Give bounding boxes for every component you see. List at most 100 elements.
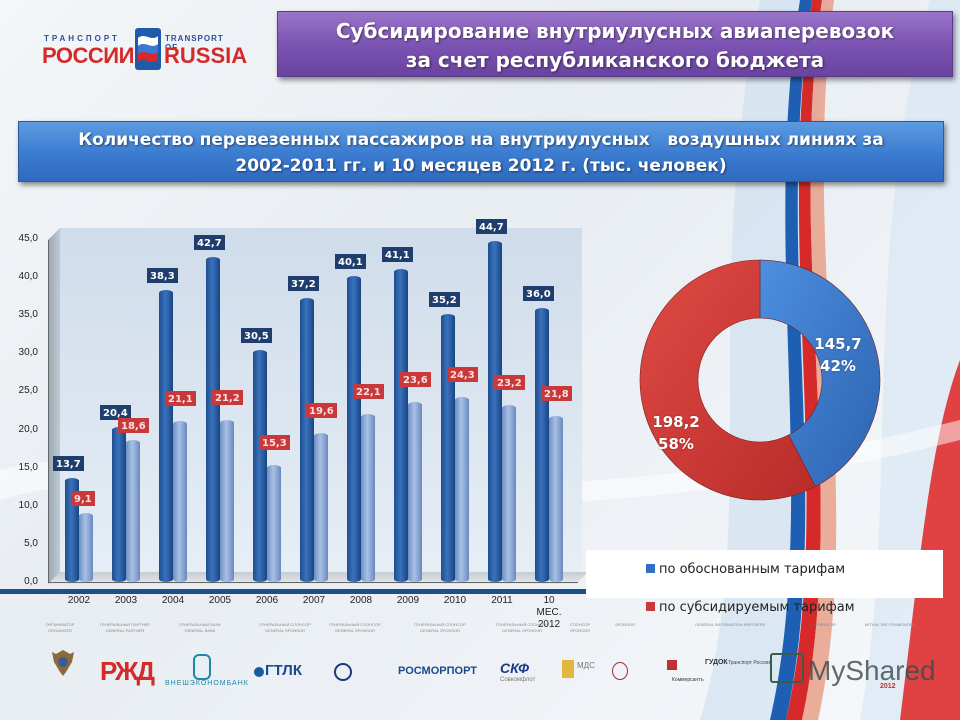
myshared-watermark: MyShared [808,655,936,686]
bar-subsidized [455,396,469,582]
bar-subsidized [549,415,563,582]
bar-justified [300,298,314,582]
y-tick: 10,0 [18,500,38,511]
title-line-2: за счет республиканского бюджета [405,48,825,72]
event-year: 2012 [880,683,896,690]
sponsor-role: СПОНСОР SPONSOR [569,622,591,633]
donut-slice-subsidized [639,259,816,501]
data-label-subsidized: 9,1 [71,490,95,506]
data-label-justified: 38,3 [147,268,178,284]
x-tick: 2005 [208,595,232,606]
data-label-subsidized: 23,6 [400,372,431,388]
bar-justified [488,241,502,582]
bar-justified [159,290,173,582]
coat-of-arms-icon [50,648,76,678]
y-tick: 0,0 [24,576,38,587]
flag-icon [135,28,161,70]
data-label-justified: 13,7 [53,455,84,471]
veb-emblem-icon [193,654,211,680]
sponsor-role: ГЕНЕРАЛЬНЫЙ БАНК GENERAL BANK [179,622,221,633]
sponsor-role: ОРГАНИЗАТОР ORGANIZER [45,622,75,633]
legend-item-subsidized: по субсидируемым тарифам [646,600,855,615]
x-tick: 2011 [491,595,513,606]
x-tick: 2007 [302,595,326,606]
data-label-justified: 30,5 [241,327,272,343]
sponsor-role: WITHIN THE FRAMEWORK [864,622,916,627]
data-label-subsidized: 18,6 [118,418,149,434]
y-tick: 35,0 [18,309,38,320]
donut-label-blue: 145,7 42% [808,333,868,377]
data-label-justified: 41,1 [382,246,413,262]
donut-label-red: 198,2 58% [646,411,706,455]
sponsor-role: ГЕНЕРАЛЬНЫЙ СПОНСОР GENERAL SPONSOR [414,622,466,633]
x-axis-line [48,582,578,583]
data-label-justified: 37,2 [288,276,319,292]
legend-label: по субсидируемым тарифам [659,600,855,615]
bar-justified [441,313,455,582]
data-label-subsidized: 21,1 [165,391,196,407]
bar-subsidized [79,512,93,582]
y-tick: 25,0 [18,385,38,396]
legend-label: по обоснованным тарифам [659,562,846,577]
mds-logo-icon [562,660,574,678]
data-label-subsidized: 21,8 [541,385,572,401]
chart-legend: по обоснованным тарифам по субсидируемым… [586,550,943,615]
data-label-subsidized: 21,2 [212,390,243,406]
sponsor-role: ГЕНЕРАЛЬНЫЙ ПАРТНЕР GENERAL PARTNER [100,622,150,633]
transport-of-russia-logo: ТРАНСПОРТ РОССИИ TRANSPORT OF RUSSIA [40,28,247,74]
y-tick: 45,0 [18,233,38,244]
y-tick: 40,0 [18,271,38,282]
bar-justified [535,307,549,582]
y-axis-line [48,240,49,583]
blue-square-icon [646,564,655,573]
bar-subsidized [267,465,281,582]
group-logo-icon [612,662,628,680]
presentation-board-icon [770,653,804,683]
bar-justified [347,276,361,582]
subtitle-line-2: 2002-2011 гг. и 10 месяцев 2012 г. (тыс.… [235,156,727,176]
mds-logo: МДС [577,661,595,670]
data-label-subsidized: 22,1 [353,383,384,399]
port-anchor-icon [334,663,352,681]
donut-value-red: 198,2 [652,413,700,431]
logo-en-small: TRANSPORT OF [165,34,224,52]
partner-logo-icon [667,660,677,670]
x-tick: 2004 [161,595,185,606]
bar-justified [394,268,408,582]
data-label-subsidized: 23,2 [494,375,525,391]
data-label-justified: 44,7 [476,219,507,235]
donut-value-blue: 145,7 [814,335,862,353]
sponsor-role: ГЕНЕРАЛЬНЫЙ СПОНСОР GENERAL SPONSOR [496,622,548,633]
rosmorport-logo: РОСМОРПОРТ [398,665,477,677]
veb-logo: ВНЕШЭКОНОМБАНК [165,680,249,687]
chart-subtitle: Количество перевезенных пассажиров на вн… [18,121,944,182]
data-label-subsidized: 24,3 [447,366,478,382]
x-tick: 2006 [255,595,279,606]
kommersant-logo: Коммерсантъ [672,677,704,683]
logo-en-big: RUSSIA [164,43,248,68]
bar-subsidized [361,413,375,582]
data-label-justified: 40,1 [335,254,366,270]
logo-ru-small: ТРАНСПОРТ [44,34,120,43]
x-tick: 2010 [443,595,467,606]
x-tick: 2009 [396,595,420,606]
legend-item-justified: по обоснованным тарифам [646,562,845,577]
bar-subsidized [502,405,516,582]
x-tick: 2002 [67,595,91,606]
logo-ru-big: РОССИИ [42,43,134,68]
donut-slice-justified [759,259,881,487]
bar-justified [206,256,220,582]
data-label-subsidized: 15,3 [259,435,290,451]
page-title: Субсидирование внутриулусных авиаперевоз… [277,11,953,77]
sponsor-role: GENERAL INFORMATION PARTNERS [694,622,766,627]
y-tick: 15,0 [18,462,38,473]
data-label-justified: 20,4 [100,404,131,420]
sponsor-role: OPERATOR [813,622,837,627]
bar-subsidized [314,432,328,582]
subtitle-line-1: Количество перевезенных пассажиров на вн… [78,130,884,150]
bar-subsidized [173,421,187,582]
sponsor-role: ГЕНЕРАЛЬНЫЙ СПОНСОР GENERAL SPONSOR [259,622,311,633]
data-label-justified: 42,7 [194,234,225,250]
skf-logo: СКФ [500,660,530,676]
bar-subsidized [220,420,234,582]
